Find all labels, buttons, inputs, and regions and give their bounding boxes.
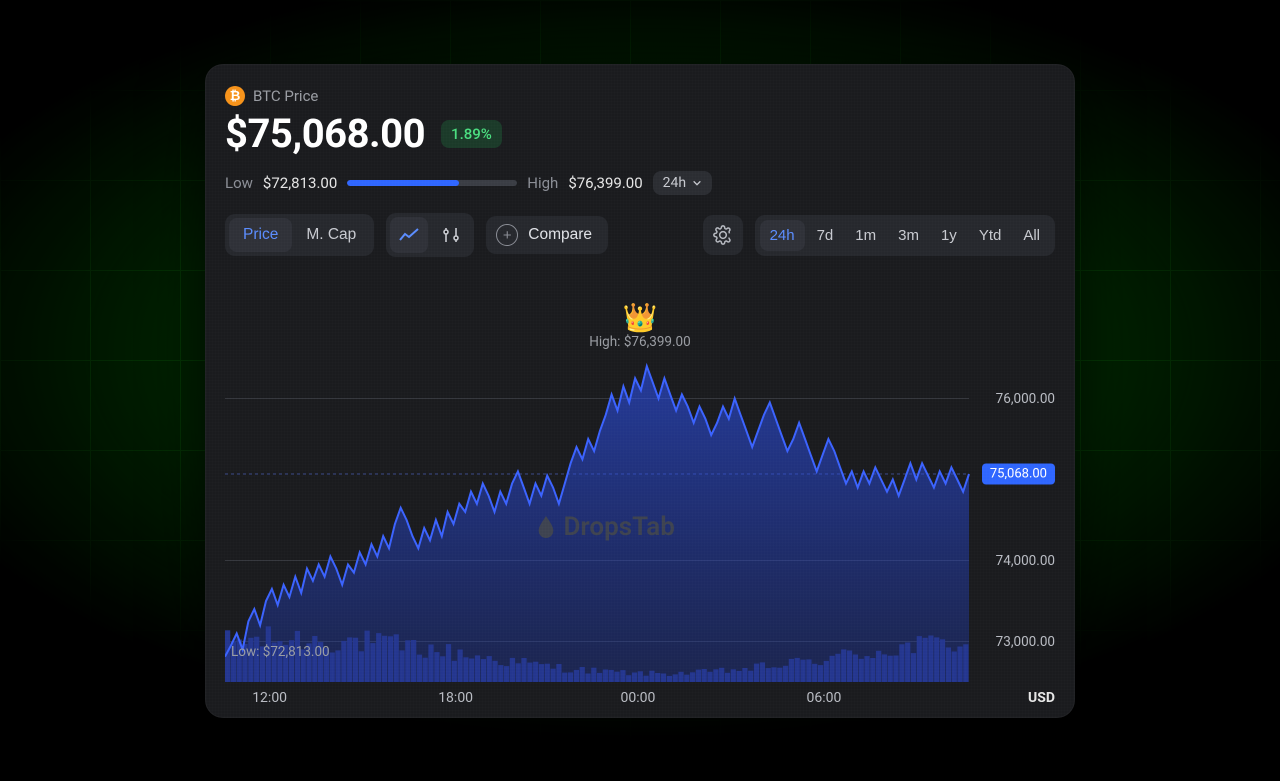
price-chart (225, 308, 1055, 682)
price-range: Low $72,813.00 High $76,399.00 24h (225, 171, 1055, 195)
low-label: Low (225, 174, 253, 192)
x-tick-label: 12:00 (252, 690, 287, 706)
asset-title: ₿ BTC Price (225, 86, 1055, 106)
gear-icon (713, 225, 733, 245)
pct-change-badge: 1.89% (441, 120, 502, 148)
chart-area[interactable]: 👑 High: $76,399.00 DropsTab 76,000.0074,… (225, 308, 1055, 682)
price-card: ₿ BTC Price $75,068.00 1.89% Low $72,813… (205, 64, 1075, 718)
asset-label: BTC Price (253, 87, 318, 105)
plus-circle-icon: + (496, 224, 518, 246)
compare-label: Compare (528, 226, 592, 244)
timeframe-segment: 24h7d1m3m1yYtdAll (755, 215, 1055, 256)
x-tick-label: 00:00 (620, 690, 655, 706)
timeframe-all-button[interactable]: All (1013, 220, 1050, 251)
timeframe-24h-button[interactable]: 24h (760, 220, 805, 251)
chevron-down-icon (692, 178, 702, 188)
timeframe-ytd-button[interactable]: Ytd (969, 220, 1012, 251)
settings-button[interactable] (703, 215, 743, 255)
sliders-icon (442, 227, 460, 243)
y-axis-labels: 76,000.00 74,000.00 73,000.00 75,068.00 (971, 308, 1055, 682)
low-annotation: Low: $72,813.00 (231, 644, 330, 660)
y-tick-label: 76,000.00 (996, 391, 1055, 407)
range-fill (347, 180, 459, 186)
x-axis-labels: 12:00 18:00 00:00 06:00 USD (225, 690, 1055, 708)
view-segment: PriceM. Cap (225, 214, 374, 256)
y-tick-label: 74,000.00 (996, 553, 1055, 569)
btc-icon: ₿ (225, 86, 245, 106)
toolbar: PriceM. Cap + Compare (225, 213, 1055, 257)
low-value: $72,813.00 (263, 174, 337, 192)
high-value: $76,399.00 (568, 174, 642, 192)
chart-style-segment (386, 213, 474, 257)
range-timeframe-select[interactable]: 24h (653, 171, 712, 195)
y-tick-label: 73,000.00 (996, 634, 1055, 650)
current-price-pill: 75,068.00 (982, 463, 1055, 484)
price-value: $75,068.00 (225, 110, 425, 157)
timeframe-3m-button[interactable]: 3m (888, 220, 929, 251)
timeframe-1y-button[interactable]: 1y (931, 220, 967, 251)
high-label: High (527, 174, 558, 192)
timeframe-7d-button[interactable]: 7d (807, 220, 844, 251)
x-tick-label: 18:00 (438, 690, 473, 706)
timeframe-1m-button[interactable]: 1m (845, 220, 886, 251)
line-chart-icon (399, 228, 419, 242)
view-price-button[interactable]: Price (229, 218, 292, 252)
currency-label: USD (1028, 690, 1055, 706)
view-mcap-button[interactable]: M. Cap (292, 218, 370, 252)
candlestick-button[interactable] (432, 217, 470, 253)
x-tick-label: 06:00 (806, 690, 841, 706)
line-chart-button[interactable] (390, 217, 428, 253)
range-timeframe-label: 24h (663, 175, 686, 191)
range-bar (347, 180, 517, 186)
compare-button[interactable]: + Compare (486, 216, 608, 254)
